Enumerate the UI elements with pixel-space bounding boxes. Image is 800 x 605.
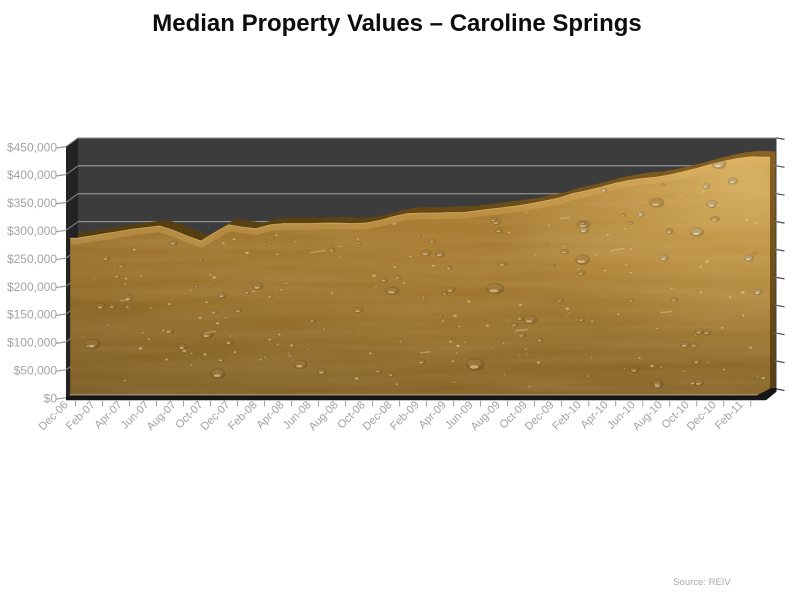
svg-text:$50,000: $50,000 <box>14 364 58 378</box>
svg-text:$450,000: $450,000 <box>7 140 57 154</box>
svg-text:Source: REIV: Source: REIV <box>673 577 731 588</box>
svg-text:$250,000: $250,000 <box>7 252 57 266</box>
svg-text:$0: $0 <box>44 391 58 405</box>
svg-text:$200,000: $200,000 <box>7 280 57 294</box>
svg-text:$100,000: $100,000 <box>7 336 57 350</box>
svg-text:$300,000: $300,000 <box>7 224 57 238</box>
svg-text:Median Property Values – Carol: Median Property Values – Caroline Spring… <box>152 10 641 37</box>
svg-text:$150,000: $150,000 <box>7 308 57 322</box>
svg-text:$400,000: $400,000 <box>7 168 57 182</box>
svg-text:$350,000: $350,000 <box>7 196 57 210</box>
